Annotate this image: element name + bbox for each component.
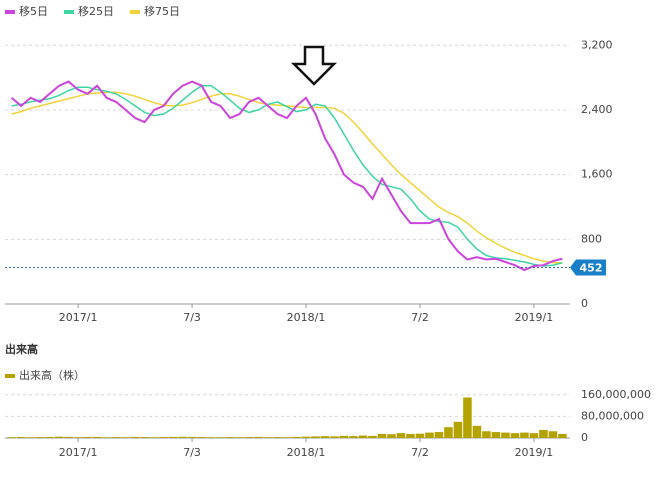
y-tick-label: 0 <box>581 297 588 310</box>
legend-label: 移25日 <box>78 5 114 18</box>
volume-bar <box>425 432 434 438</box>
volume-bar <box>197 437 206 438</box>
volume-bar <box>73 437 83 438</box>
volume-bar <box>45 436 54 438</box>
volume-bar <box>444 427 453 438</box>
volume-bar <box>463 397 472 438</box>
volume-bar <box>529 433 539 438</box>
price-line <box>11 84 563 267</box>
volume-bar <box>434 432 444 438</box>
x-tick-label: 2018/1 <box>287 446 326 459</box>
volume-bar <box>225 437 235 438</box>
volume-bar <box>406 433 415 438</box>
volume-bar <box>311 436 320 438</box>
current-price-tag <box>570 259 606 276</box>
volume-bar <box>548 431 558 438</box>
legend-label: 移75日 <box>144 5 180 18</box>
legend-swatch <box>5 374 15 378</box>
y-tick-label: 800 <box>581 232 602 245</box>
x-tick-label: 2018/1 <box>287 311 326 324</box>
volume-bar <box>111 437 121 438</box>
volume-bar <box>187 436 197 438</box>
volume-bar <box>539 429 548 438</box>
y-tick-label: 1,600 <box>581 168 613 181</box>
legend-swatch <box>64 10 74 14</box>
volume-bar <box>453 421 463 438</box>
x-tick-label: 7/2 <box>411 311 429 324</box>
legend-label: 出来高（株） <box>19 368 85 382</box>
volume-bar <box>54 436 64 438</box>
legend-swatch <box>130 10 140 14</box>
volume-bar <box>235 437 244 438</box>
x-tick-label: 7/2 <box>411 446 429 459</box>
volume-bar <box>273 437 282 438</box>
volume-bar <box>35 437 45 438</box>
x-tick-label: 2017/1 <box>59 446 98 459</box>
volume-bar <box>92 436 102 438</box>
volume-bar <box>121 437 130 438</box>
x-tick-label: 2019/1 <box>515 311 554 324</box>
volume-bar <box>26 437 35 438</box>
volume-bar <box>558 433 567 438</box>
volume-bar <box>159 437 168 438</box>
volume-bar <box>168 436 178 438</box>
volume-bar <box>349 436 358 438</box>
volume-bar <box>301 436 311 438</box>
x-tick-label: 7/3 <box>183 446 201 459</box>
y-tick-label: 80,000,000 <box>581 409 644 422</box>
volume-bar <box>130 436 140 438</box>
volume-bar <box>396 433 406 438</box>
y-tick-label: 2,400 <box>581 103 613 116</box>
volume-bar <box>520 432 529 438</box>
legend-swatch <box>5 10 15 14</box>
x-tick-label: 7/3 <box>183 311 201 324</box>
volume-bar <box>482 431 491 438</box>
arrow-icon <box>290 45 338 86</box>
volume-bar <box>254 436 263 438</box>
volume-bar <box>358 435 368 438</box>
volume-bar <box>263 437 273 438</box>
volume-bar <box>387 434 396 438</box>
volume-bar <box>16 436 26 438</box>
volume-bar <box>216 437 225 438</box>
volume-bar <box>368 435 377 438</box>
volume-bar <box>102 437 111 438</box>
volume-bar <box>244 437 254 438</box>
volume-bar <box>64 436 73 438</box>
volume-bar <box>491 432 501 438</box>
section-title: 出来高 <box>5 342 38 356</box>
legend-label: 移5日 <box>19 5 48 18</box>
x-tick-label: 2017/1 <box>59 311 98 324</box>
volume-bar <box>377 433 387 438</box>
volume-bar <box>320 436 330 438</box>
volume-bar <box>140 437 149 438</box>
volume-bar <box>472 425 482 438</box>
volume-bar <box>501 432 510 438</box>
volume-bar <box>149 437 159 438</box>
volume-bar <box>83 437 92 438</box>
y-tick-label: 160,000,000 <box>581 388 651 401</box>
volume-bar <box>330 436 339 438</box>
volume-bar <box>7 437 16 438</box>
volume-bar <box>282 437 292 438</box>
x-tick-label: 2019/1 <box>515 446 554 459</box>
volume-bar <box>339 435 349 438</box>
volume-bar <box>510 433 520 438</box>
volume-bar <box>206 437 216 438</box>
price-line <box>10 80 563 272</box>
y-tick-label: 3,200 <box>581 38 613 51</box>
volume-bar <box>292 436 301 438</box>
current-price-label: 452 <box>580 261 603 274</box>
volume-bar <box>415 433 425 438</box>
volume-bar <box>178 436 187 438</box>
y-tick-label: 0 <box>581 431 588 444</box>
